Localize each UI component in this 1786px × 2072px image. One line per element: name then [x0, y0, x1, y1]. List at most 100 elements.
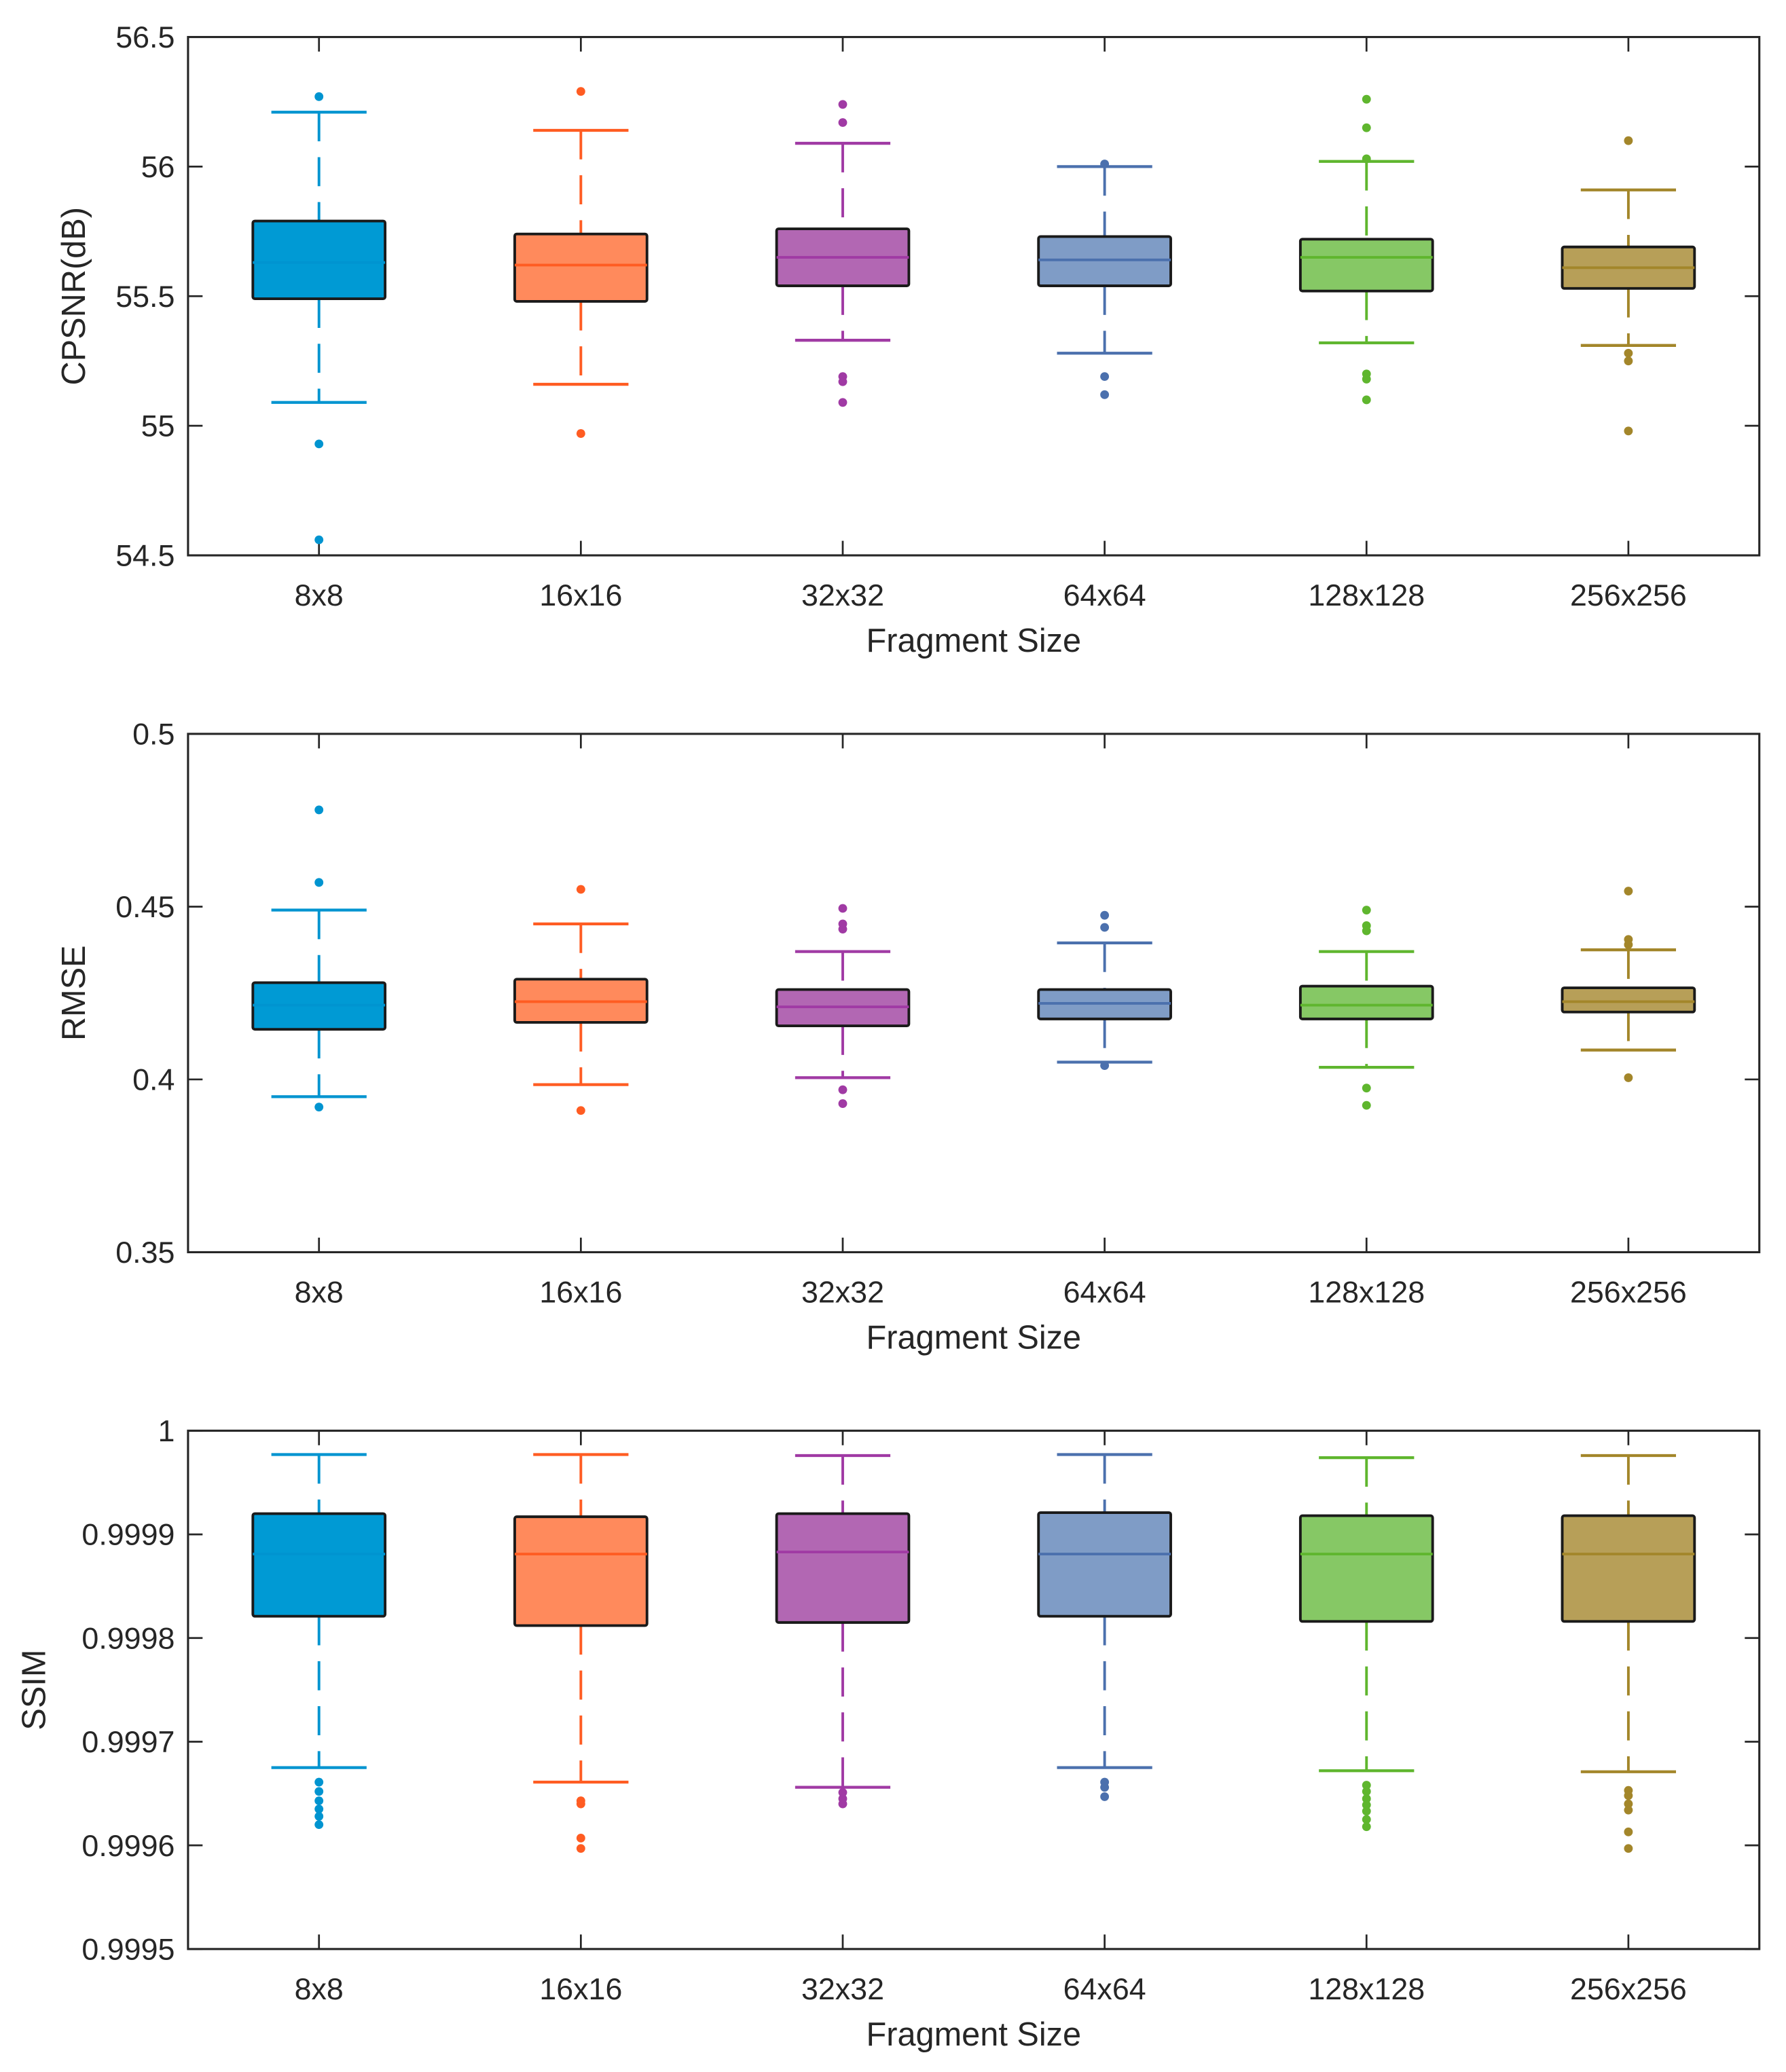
- outlier-point: [1362, 1800, 1371, 1810]
- outlier-point: [838, 1099, 848, 1109]
- x-axis-label: Fragment Size: [867, 2016, 1082, 2053]
- outlier-point: [838, 904, 848, 913]
- box-iqr: [1037, 1511, 1172, 1618]
- outlier-point: [1362, 1822, 1371, 1832]
- y-tick-label: 0.45: [115, 890, 175, 924]
- outlier-point: [576, 429, 585, 439]
- outlier-point: [1624, 887, 1633, 895]
- box-128x128: [1298, 1456, 1434, 1832]
- y-tick-label: 0.35: [115, 1236, 175, 1270]
- x-tick-label: 64x64: [1063, 1275, 1146, 1309]
- outlier-point: [1624, 1791, 1633, 1800]
- outlier-point: [314, 1103, 324, 1112]
- x-tick-label: 256x256: [1570, 1972, 1687, 2006]
- x-axis-label: Fragment Size: [867, 1320, 1082, 1356]
- outlier-point: [576, 87, 585, 96]
- y-tick-label: 1: [158, 1414, 175, 1448]
- box-256x256: [1561, 1454, 1696, 1853]
- y-axis-label: CPSNR(dB): [56, 207, 92, 385]
- outlier-point: [838, 1799, 848, 1809]
- x-tick-label: 256x256: [1570, 1275, 1687, 1309]
- x-tick-label: 128x128: [1308, 578, 1425, 612]
- outlier-point: [1100, 372, 1110, 382]
- outlier-point: [1624, 1805, 1633, 1815]
- box-iqr: [1298, 238, 1434, 293]
- outlier-point: [314, 1805, 324, 1814]
- outlier-point: [314, 535, 324, 544]
- box-64x64: [1037, 160, 1172, 399]
- box-256x256: [1561, 887, 1696, 1082]
- x-tick-label: 16x16: [539, 1275, 622, 1309]
- outlier-point: [1362, 123, 1371, 132]
- outlier-point: [1362, 1100, 1371, 1110]
- y-tick-label: 56.5: [115, 20, 175, 54]
- outlier-point: [1100, 1783, 1110, 1792]
- outlier-point: [1100, 1792, 1110, 1801]
- x-tick-label: 8x8: [295, 1275, 344, 1309]
- outlier-point: [314, 805, 324, 815]
- outlier-point: [1362, 906, 1371, 914]
- x-tick-label: 8x8: [295, 1972, 344, 2006]
- outlier-point: [838, 1788, 848, 1797]
- outlier-point: [314, 1787, 324, 1796]
- outlier-point: [1624, 356, 1633, 366]
- outlier-point: [576, 885, 585, 894]
- x-tick-label: 32x32: [801, 1275, 884, 1309]
- outlier-point: [838, 1085, 848, 1094]
- x-axis-label: Fragment Size: [867, 623, 1082, 659]
- box-32x32: [775, 1454, 911, 1809]
- y-tick-label: 0.9999: [81, 1518, 175, 1552]
- box-8x8: [251, 1453, 387, 1830]
- box-16x16: [513, 87, 649, 439]
- box-8x8: [251, 805, 387, 1112]
- y-tick-label: 56: [141, 150, 175, 184]
- x-tick-label: 128x128: [1308, 1275, 1425, 1309]
- outlier-point: [1100, 160, 1110, 169]
- y-tick-label: 0.9998: [81, 1621, 175, 1655]
- x-tick-label: 64x64: [1063, 578, 1146, 612]
- outlier-point: [1624, 940, 1633, 949]
- outlier-point: [1362, 1807, 1371, 1816]
- x-tick-label: 256x256: [1570, 578, 1687, 612]
- outlier-point: [1362, 1815, 1371, 1824]
- outlier-point: [838, 118, 848, 127]
- x-tick-label: 32x32: [801, 1972, 884, 2006]
- outlier-point: [1624, 1827, 1633, 1836]
- outlier-point: [1100, 390, 1110, 399]
- outlier-point: [1362, 1794, 1371, 1803]
- outlier-point: [1362, 926, 1371, 936]
- outlier-point: [838, 377, 848, 386]
- outlier-point: [1100, 910, 1110, 920]
- x-tick-label: 128x128: [1308, 1972, 1425, 2006]
- outlier-point: [838, 398, 848, 407]
- box-iqr: [1298, 1514, 1434, 1623]
- box-128x128: [1298, 94, 1434, 405]
- x-tick-label: 16x16: [539, 578, 622, 612]
- box-iqr: [251, 1512, 387, 1618]
- y-tick-label: 0.9997: [81, 1725, 175, 1759]
- outlier-point: [1362, 395, 1371, 405]
- outlier-point: [1362, 1084, 1371, 1093]
- chart-panel-1: 54.5 55 55.5 56 56.5 8x8 16x16 32x32 64x64 128x12…: [56, 20, 1761, 659]
- outlier-point: [1624, 1844, 1633, 1853]
- y-tick-label: 0.4: [132, 1063, 175, 1097]
- box-32x32: [775, 904, 911, 1109]
- outlier-point: [576, 1844, 585, 1853]
- outlier-point: [576, 1106, 585, 1115]
- box-16x16: [513, 1453, 649, 1853]
- box-iqr: [1561, 1514, 1696, 1623]
- outlier-point: [838, 100, 848, 109]
- y-axis-label: RMSE: [56, 945, 92, 1041]
- outlier-point: [838, 925, 848, 933]
- outlier-point: [1362, 1787, 1371, 1796]
- outlier-point: [1624, 1073, 1633, 1082]
- outlier-point: [314, 1796, 324, 1805]
- outlier-point: [314, 1777, 324, 1787]
- plot-area: [187, 35, 1761, 557]
- y-tick-label: 0.5: [132, 718, 175, 752]
- box-8x8: [251, 92, 387, 544]
- outlier-point: [1362, 154, 1371, 164]
- box-iqr: [775, 1512, 911, 1624]
- plot-area: [187, 733, 1761, 1254]
